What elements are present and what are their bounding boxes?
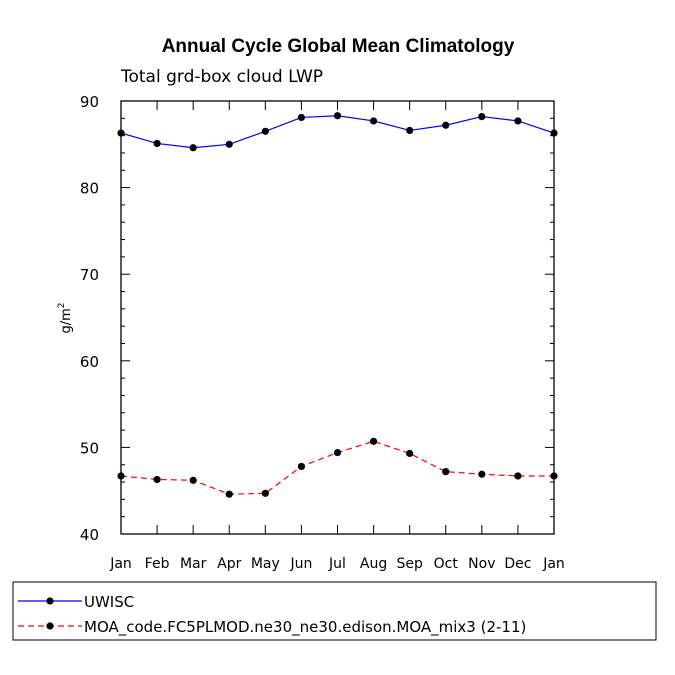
- series-layer: [117, 112, 558, 498]
- series-2-point: [297, 462, 306, 471]
- series-2-point: [442, 468, 450, 476]
- x-tick-label: Apr: [217, 556, 241, 572]
- legend-label-2: MOA_code.FC5PLMOD.ne30_ne30.edison.MOA_m…: [84, 618, 526, 637]
- chart-subtitle: Total grd-box cloud LWP: [120, 67, 323, 87]
- legend: UWISC MOA_code.FC5PLMOD.ne30_ne30.edison.…: [18, 593, 526, 637]
- series-2-point: [406, 449, 414, 458]
- y-axis: 40 50 60 70 80 90: [80, 93, 554, 544]
- series-1-point: [117, 129, 125, 137]
- y-axis-label: g/m2: [57, 302, 74, 333]
- x-tick-label: Jul: [328, 556, 346, 572]
- x-tick-label: Jun: [289, 556, 312, 572]
- legend-marker-2: [46, 622, 54, 630]
- series-2-point: [261, 489, 269, 497]
- plot-frame: [120, 100, 555, 535]
- y-tick-label: 40: [80, 526, 99, 544]
- series-1-point: [225, 140, 233, 148]
- series-2-point: [153, 475, 161, 484]
- x-tick-label: Nov: [468, 556, 495, 572]
- y-tick-label: 90: [80, 93, 99, 111]
- series-2-point: [225, 490, 233, 498]
- y-tick-label: 60: [80, 353, 99, 371]
- series-1-point: [297, 113, 306, 122]
- y-axis-label-exponent: 2: [57, 302, 67, 308]
- y-tick-label: 70: [80, 266, 99, 284]
- series-2-point: [478, 470, 486, 478]
- legend-marker-1: [46, 597, 54, 605]
- x-axis: Jan Feb Mar Apr May Jun Jul Aug Sep Oct Nov Dec Jan: [109, 101, 565, 572]
- series-1-point: [261, 127, 269, 135]
- y-axis-label-base: g/m: [59, 308, 74, 333]
- x-tick-label: Aug: [360, 556, 387, 572]
- series-1-point: [478, 112, 486, 121]
- series-line-1: [120, 115, 555, 149]
- x-tick-label: Oct: [434, 556, 459, 572]
- series-1-point: [406, 126, 414, 135]
- series-1-point: [514, 117, 522, 125]
- x-tick-label: May: [251, 556, 280, 572]
- x-tick-label: Dec: [504, 556, 531, 572]
- y-tick-label: 80: [80, 180, 99, 198]
- series-2-point: [550, 472, 558, 480]
- series-1-point: [189, 144, 197, 152]
- series-2-point: [117, 472, 125, 480]
- series-1-point: [369, 117, 378, 125]
- series-1-point: [153, 139, 161, 148]
- series-1-point: [442, 121, 450, 129]
- x-tick-label: Sep: [396, 556, 423, 572]
- y-tick-label: 50: [80, 439, 99, 457]
- legend-box: [12, 581, 657, 641]
- series-2-point: [514, 472, 522, 480]
- x-tick-label: Feb: [145, 556, 170, 572]
- series-1-point: [333, 112, 342, 120]
- series-1-point: [550, 129, 558, 137]
- legend-label-1: UWISC: [84, 593, 134, 611]
- series-2-point: [189, 476, 197, 484]
- series-2-point: [333, 448, 342, 457]
- series-2-point: [369, 437, 378, 445]
- x-tick-label: Jan: [109, 556, 132, 572]
- x-tick-label: Mar: [180, 556, 207, 572]
- x-tick-label: Jan: [542, 556, 565, 572]
- chart-title: Annual Cycle Global Mean Climatology: [162, 36, 515, 57]
